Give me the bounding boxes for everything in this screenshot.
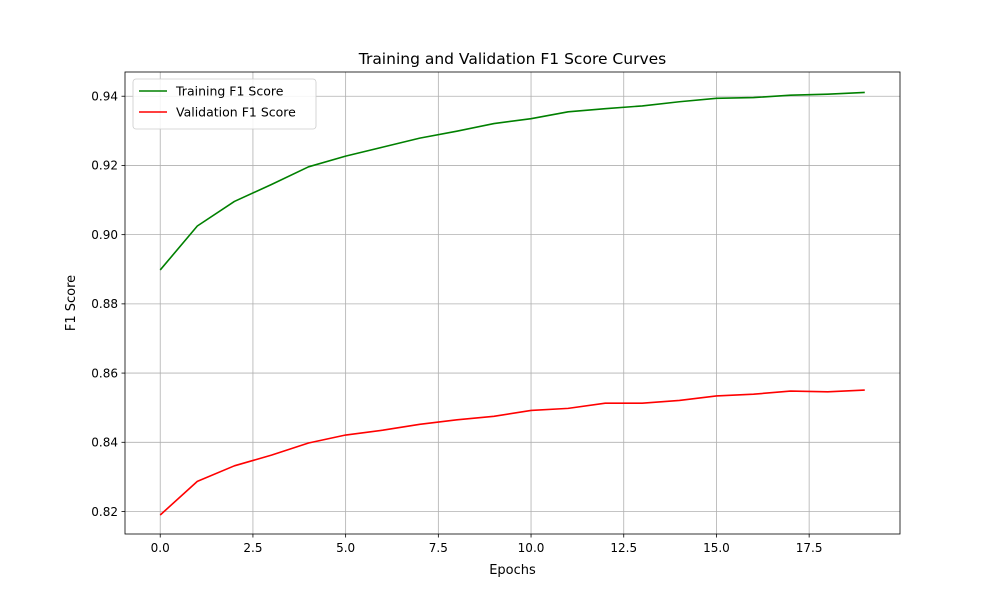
x-tick-label: 17.5 bbox=[796, 541, 823, 555]
y-tick-label: 0.82 bbox=[91, 505, 118, 519]
y-tick-label: 0.92 bbox=[91, 159, 118, 173]
legend-label-1: Validation F1 Score bbox=[176, 105, 296, 120]
legend: Training F1 Score Validation F1 Score bbox=[132, 78, 317, 130]
x-tick-label: 7.5 bbox=[429, 541, 448, 555]
x-tick-label: 5.0 bbox=[336, 541, 355, 555]
legend-box bbox=[132, 78, 317, 130]
plot-frame bbox=[124, 71, 901, 535]
x-tick-label: 10.0 bbox=[518, 541, 545, 555]
legend-label-0: Training F1 Score bbox=[175, 84, 284, 99]
x-tick-label: 12.5 bbox=[610, 541, 637, 555]
tick-layer: 0.0 2.5 5.0 7.5 10.0 12.5 15.0 17.5 0.82 0.84 0.86… bbox=[91, 90, 822, 555]
y-tick-label: 0.88 bbox=[91, 297, 118, 311]
y-axis-title: F1 Score bbox=[64, 275, 79, 331]
series-line-1 bbox=[159, 389, 865, 516]
series-layer bbox=[159, 91, 865, 516]
chart-title: Training and Validation F1 Score Curves bbox=[358, 50, 667, 68]
y-tick-label: 0.94 bbox=[91, 90, 118, 104]
x-tick-label: 0.0 bbox=[151, 541, 170, 555]
y-tick-label: 0.90 bbox=[91, 228, 118, 242]
x-axis-title: Epochs bbox=[489, 563, 536, 578]
series-line-0 bbox=[159, 91, 865, 271]
x-tick-label: 15.0 bbox=[703, 541, 730, 555]
y-tick-label: 0.84 bbox=[91, 436, 118, 450]
y-tick-label: 0.86 bbox=[91, 366, 118, 380]
x-tick-label: 2.5 bbox=[243, 541, 262, 555]
grid-layer bbox=[125, 72, 900, 534]
